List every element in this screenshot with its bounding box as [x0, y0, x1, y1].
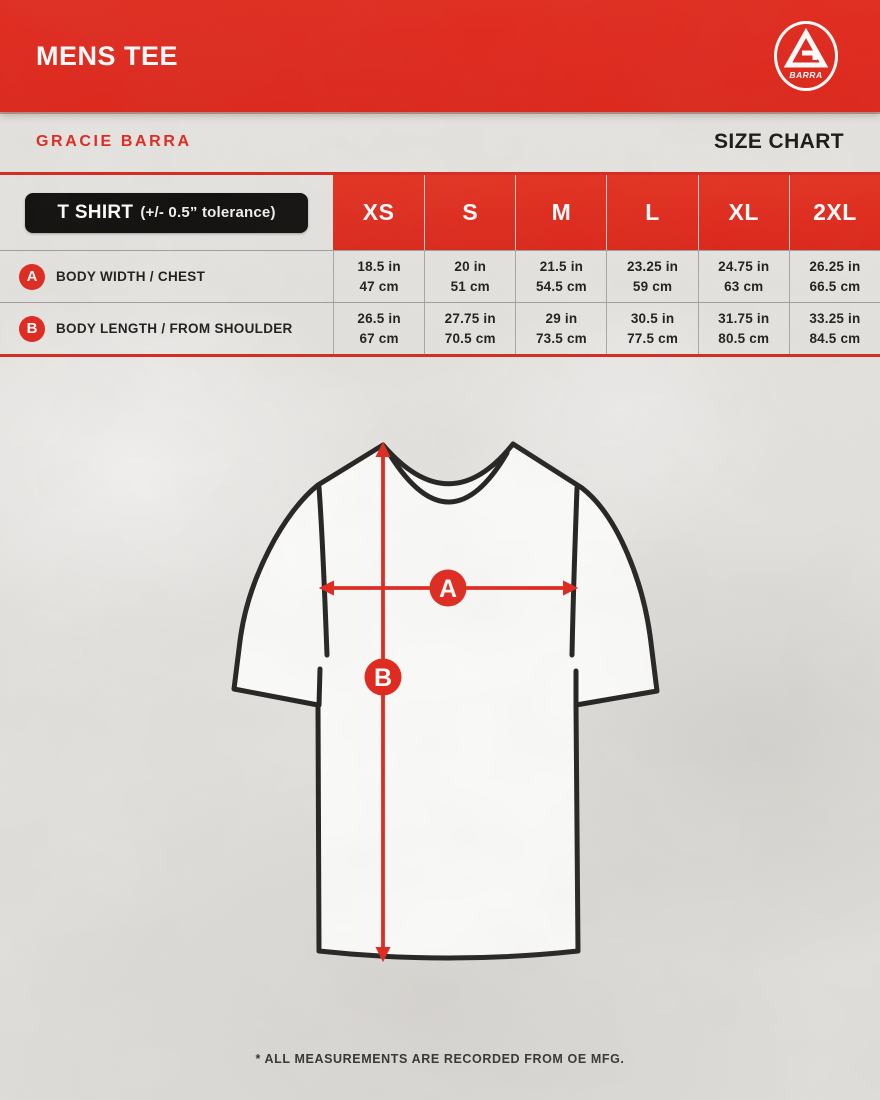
gracie-barra-triangle-icon: BARRA: [783, 28, 829, 80]
value-in: 21.5 in: [539, 258, 584, 274]
size-col-header-l: L: [606, 175, 698, 250]
value-in: 31.75 in: [718, 310, 770, 326]
value-cm: 51 cm: [450, 278, 490, 294]
marker-a-badge: A: [19, 263, 45, 290]
value-in: 26.25 in: [809, 258, 861, 274]
subheader-row: GRACIE BARRA SIZE CHART: [0, 112, 880, 172]
page-title: MENS TEE: [36, 40, 179, 71]
size-col-header-xs: XS: [333, 175, 425, 250]
size-col-header-xl: XL: [697, 175, 789, 250]
marker-a-label: A: [439, 575, 457, 603]
row-header: A BODY WIDTH / CHEST: [0, 251, 333, 302]
value-in: 33.25 in: [809, 310, 861, 326]
value-cm: 59 cm: [632, 278, 673, 294]
tee-left-side-seam: [316, 666, 323, 708]
value-cell: 20 in 51 cm: [424, 251, 515, 302]
size-table-header-row: T SHIRT (+/- 0.5” tolerance) XS S M L XL…: [0, 175, 880, 250]
size-table: T SHIRT (+/- 0.5” tolerance) XS S M L XL…: [0, 172, 880, 357]
value-cm: 70.5 cm: [444, 330, 496, 346]
size-chart-title: SIZE CHART: [714, 130, 844, 153]
size-col-header-s: S: [424, 175, 516, 250]
value-in: 30.5 in: [630, 310, 675, 326]
tee-measurement-diagram: A B: [231, 441, 660, 963]
value-cell: 29 in 73.5 cm: [515, 303, 606, 354]
table-row-body-length: B BODY LENGTH / FROM SHOULDER 26.5 in 67 …: [0, 302, 880, 354]
value-cell: 26.25 in 66.5 cm: [788, 251, 880, 302]
brand-logo: BARRA: [774, 21, 838, 91]
row-header: B BODY LENGTH / FROM SHOULDER: [0, 303, 333, 354]
value-cm: 73.5 cm: [535, 330, 587, 346]
row-label: BODY WIDTH / CHEST: [56, 269, 206, 284]
size-col-header-m: M: [515, 175, 607, 250]
value-cm: 66.5 cm: [809, 278, 861, 294]
value-in: 27.75 in: [444, 310, 496, 326]
value-cell: 30.5 in 77.5 cm: [606, 303, 697, 354]
value-cm: 80.5 cm: [718, 330, 770, 346]
value-cm: 63 cm: [724, 278, 764, 294]
value-cm: 84.5 cm: [809, 330, 861, 346]
product-cell: T SHIRT (+/- 0.5” tolerance): [0, 175, 333, 250]
value-in: 18.5 in: [357, 258, 401, 274]
tee-outline: [231, 441, 660, 961]
value-in: 23.25 in: [627, 258, 679, 274]
value-cell: 27.75 in 70.5 cm: [424, 303, 515, 354]
value-cell: 21.5 in 54.5 cm: [515, 251, 606, 302]
value-cell: 26.5 in 67 cm: [333, 303, 424, 354]
value-cell: 31.75 in 80.5 cm: [697, 303, 789, 354]
logo-barra-label: BARRA: [789, 70, 822, 80]
value-cell: 24.75 in 63 cm: [697, 251, 789, 302]
value-cm: 54.5 cm: [535, 278, 587, 294]
product-tolerance: (+/- 0.5” tolerance): [140, 204, 276, 221]
value-in: 20 in: [454, 258, 487, 274]
brand-wordmark: GRACIE BARRA: [36, 133, 192, 150]
marker-b-label: B: [374, 664, 392, 692]
value-in: 24.75 in: [718, 258, 770, 274]
value-in: 29 in: [545, 310, 578, 326]
header-bar: MENS TEE BARRA: [0, 0, 880, 112]
row-label: BODY LENGTH / FROM SHOULDER: [56, 321, 293, 336]
value-cm: 67 cm: [359, 330, 399, 346]
product-pill: T SHIRT (+/- 0.5” tolerance): [25, 192, 308, 233]
value-cm: 47 cm: [359, 278, 399, 294]
value-in: 26.5 in: [357, 310, 401, 326]
value-cell: 33.25 in 84.5 cm: [788, 303, 880, 354]
value-cm: 77.5 cm: [627, 330, 679, 346]
value-cell: 18.5 in 47 cm: [333, 251, 424, 302]
marker-b-badge: B: [19, 315, 45, 342]
value-cell: 23.25 in 59 cm: [606, 251, 697, 302]
footer-note: * ALL MEASUREMENTS ARE RECORDED FROM OE …: [255, 1052, 625, 1066]
table-row-body-width: A BODY WIDTH / CHEST 18.5 in 47 cm 20 in 5…: [0, 250, 880, 302]
product-name: T SHIRT: [57, 201, 134, 223]
size-col-header-2xl: 2XL: [788, 175, 880, 250]
